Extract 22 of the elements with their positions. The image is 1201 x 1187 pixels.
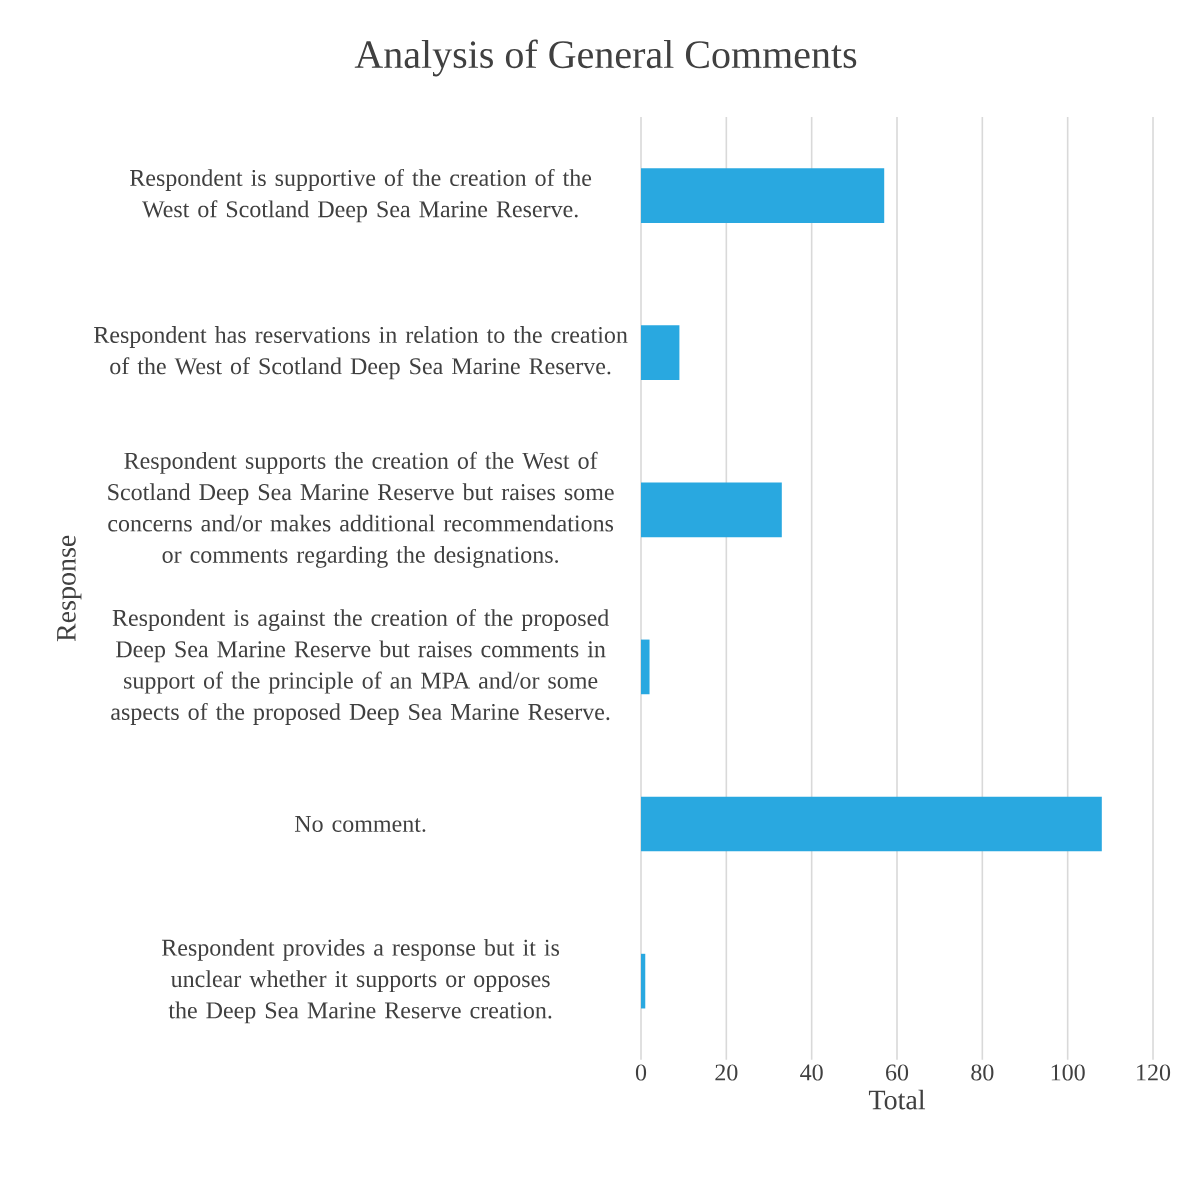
bar: [641, 168, 885, 223]
y-tick-label: Respondent is against the creation of the proposed Deep Sea Marine Reserve but raises comments in support of the principle of an MPA and/or some aspects of the proposed Deep Sea Marine Reserve.: [111, 608, 610, 725]
x-tick-label: 100: [1051, 1064, 1085, 1081]
y-tick-label: Respondent has reservations in relation to the creation of the West of Scotland Deep Sea Marine Reserve.: [94, 326, 628, 380]
x-tick-label: 40: [800, 1064, 823, 1081]
bar: [641, 325, 680, 381]
bar: [641, 953, 646, 1009]
bar: [641, 482, 782, 538]
x-tick-label: 20: [715, 1064, 738, 1081]
y-axis-title: Response: [57, 535, 82, 642]
y-tick-label: No comment.: [294, 815, 426, 833]
bar: [641, 796, 1102, 852]
y-tick-label: Respondent is supportive of the creation of the West of Scotland Deep Sea Marine Reserve.: [130, 168, 592, 223]
y-tick-label: Respondent supports the creation of the West of Scotland Deep Sea Marine Reserve but raises some concerns and/or makes additional recommendations or comments regarding the designations.: [108, 451, 614, 568]
x-tick-label: 120: [1137, 1064, 1171, 1081]
x-tick-label: 0: [635, 1064, 647, 1081]
chart-title: Analysis of General Comments: [354, 39, 857, 77]
x-tick-label: 80: [971, 1064, 994, 1081]
bar: [641, 639, 650, 695]
x-axis-title: Total: [868, 1089, 926, 1110]
y-tick-label: Respondent provides a response but it is unclear whether it supports or opposes the Deep Sea Marine Reserve creation.: [161, 938, 560, 1024]
x-tick-label: 60: [886, 1064, 909, 1081]
